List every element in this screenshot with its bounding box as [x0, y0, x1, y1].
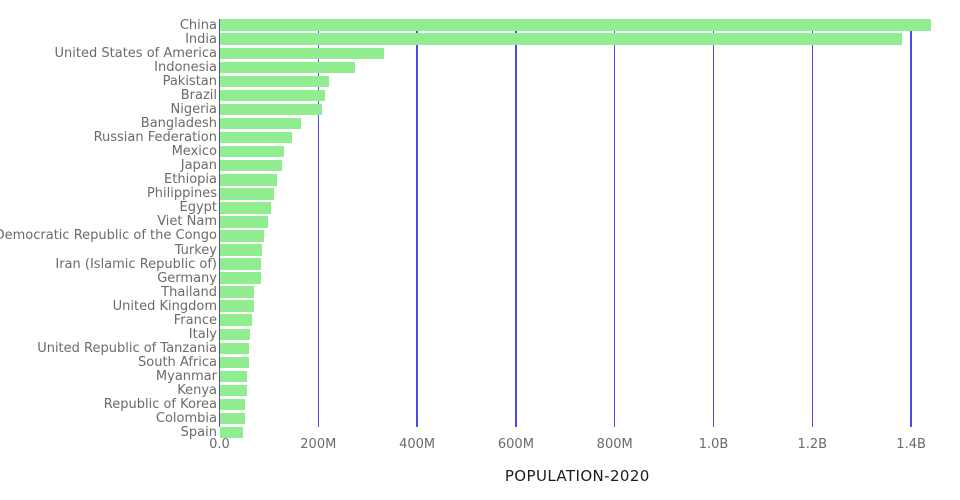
population-bar [220, 244, 262, 256]
population-bar [220, 173, 277, 186]
population-bar [220, 103, 322, 116]
population-bar [220, 314, 253, 327]
x-tick-label: 600M [497, 437, 534, 452]
population-bar [220, 89, 326, 102]
population-bar [220, 202, 271, 214]
country-label: Republic of Korea [103, 397, 217, 413]
country-label: Russian Federation [93, 130, 217, 146]
population-bar [220, 356, 250, 369]
population-bar [220, 398, 246, 411]
population-bar [220, 188, 275, 200]
country-label: Pakistan [162, 73, 217, 89]
country-label: Colombia [155, 411, 217, 427]
country-label: South Africa [138, 354, 217, 370]
population-bar [220, 328, 250, 341]
country-label: United Kingdom [112, 298, 217, 314]
population-bar [220, 230, 265, 242]
country-label: Japan [180, 158, 217, 174]
x-axis-title: POPULATION-2020 [504, 467, 650, 485]
country-label: Myanmar [155, 368, 217, 384]
country-label: Italy [188, 326, 217, 342]
x-tick-label: 800M [596, 437, 633, 452]
country-label: China [179, 17, 217, 33]
country-label: Spain [180, 425, 217, 441]
country-label: Viet Nam [157, 214, 217, 230]
gridline [910, 19, 912, 427]
country-label: United Republic of Tanzania [37, 340, 217, 356]
gridline [218, 19, 221, 427]
population-bar [220, 19, 931, 31]
gridline [416, 19, 418, 427]
country-label: United States of America [54, 45, 217, 61]
country-label: Democratic Republic of the Congo [0, 228, 217, 244]
population-bar [220, 75, 330, 88]
gridline [712, 19, 715, 427]
population-bar [220, 384, 247, 397]
gridline [317, 19, 320, 427]
country-label: Indonesia [154, 59, 217, 75]
x-tick-label: 1.0B [698, 437, 729, 452]
population-bar [220, 61, 356, 74]
country-label: Ethiopia [164, 172, 217, 188]
population-bar [220, 370, 247, 383]
population-bar [220, 159, 283, 172]
country-label: Iran (Islamic Republic of) [55, 256, 217, 272]
gridline [613, 19, 616, 427]
gridline [515, 19, 517, 427]
population-bar [220, 131, 293, 144]
population-bar [220, 258, 262, 270]
country-label: Mexico [171, 144, 217, 160]
population-bar [220, 426, 244, 439]
country-label: Turkey [174, 242, 217, 258]
population-bar [220, 216, 269, 228]
country-label: Philippines [146, 186, 217, 202]
country-label: India [185, 31, 217, 47]
country-label: Kenya [177, 383, 217, 398]
country-label: Nigeria [170, 102, 217, 117]
x-tick-label: 0.0 [209, 437, 230, 452]
country-label: Brazil [180, 87, 217, 103]
population-bar [220, 47, 384, 60]
x-tick-label: 400M [399, 437, 436, 452]
population-bar [220, 117, 302, 130]
gridline [811, 19, 814, 427]
country-label: Thailand [161, 284, 217, 300]
x-tick-label: 1.4B [896, 437, 926, 452]
population-bar [220, 300, 254, 312]
population-bar [220, 412, 246, 425]
population-bar [220, 145, 284, 158]
population-bar [220, 286, 255, 298]
x-tick-label: 200M [300, 437, 337, 452]
country-label: Bangladesh [140, 116, 217, 132]
country-label: Germany [157, 270, 217, 286]
country-label: France [173, 312, 217, 328]
country-label: Egypt [179, 200, 217, 216]
population-bar [220, 342, 250, 355]
x-tick-label: 1.2B [797, 437, 828, 452]
population-bar [220, 33, 902, 46]
population-bar [220, 272, 262, 284]
